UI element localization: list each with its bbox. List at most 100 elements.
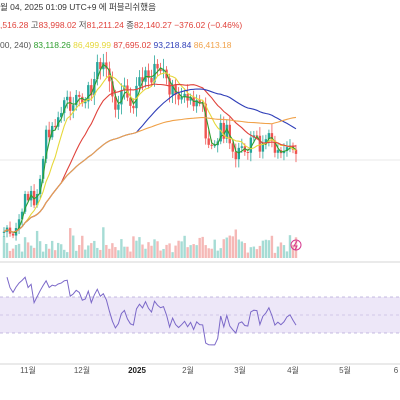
candle-body <box>222 122 225 139</box>
volume-bar <box>129 251 132 258</box>
volume-bar <box>56 242 60 258</box>
ma-line-3 <box>3 83 297 233</box>
volume-bar <box>255 249 259 258</box>
candle-body <box>105 62 108 69</box>
volume-bar <box>279 242 283 258</box>
candle-body <box>273 140 277 153</box>
volume-bar <box>123 246 126 258</box>
volume-bar <box>246 252 250 258</box>
candle-body <box>228 124 231 144</box>
volume-bar <box>228 235 231 258</box>
volume-bar <box>216 250 219 258</box>
candle-body <box>53 125 57 127</box>
volume-bar <box>201 236 204 258</box>
candle-body <box>87 85 90 102</box>
volume-bar <box>144 248 147 258</box>
candle-body <box>78 94 81 97</box>
volume-bar <box>63 249 66 258</box>
candle-body <box>174 84 177 95</box>
volume-bar <box>267 240 271 258</box>
candle-body <box>26 193 30 201</box>
header-ohlc-line: ,516.28 고83,998.02 저81,211.24 종82,140.27… <box>0 20 242 31</box>
volume-bar <box>93 240 96 258</box>
candle-body <box>141 77 144 82</box>
volume-bar <box>168 243 171 258</box>
volume-bar <box>180 241 183 258</box>
candle-body <box>195 100 198 107</box>
candle-body <box>129 97 132 106</box>
volume-bar <box>108 248 111 258</box>
candle-body <box>156 63 159 69</box>
candle-body <box>17 219 21 228</box>
volume-bar <box>282 245 286 258</box>
volume-bar <box>243 243 247 258</box>
candle-body <box>234 151 237 160</box>
lightning-icon-bolt <box>293 240 298 251</box>
volume-bar <box>186 247 189 258</box>
candle-body <box>267 133 271 140</box>
candle-body <box>44 129 48 159</box>
volume-bar <box>207 248 210 258</box>
volume-bar <box>59 244 63 258</box>
candle-body <box>2 231 6 233</box>
volume-bar <box>72 235 75 258</box>
candle-body <box>117 104 120 110</box>
volume-bar <box>11 248 15 258</box>
volume-bar <box>102 227 105 258</box>
candle-body <box>225 124 228 139</box>
volume-bar <box>192 244 195 258</box>
candle-body <box>282 150 286 154</box>
volume-bar <box>87 245 90 258</box>
rsi-panel <box>0 276 400 346</box>
volume-bar <box>273 252 277 258</box>
volume-bar <box>177 240 180 258</box>
candlesticks <box>2 51 298 241</box>
volume-bar <box>75 250 78 258</box>
volume-bar <box>114 247 117 258</box>
volume-bar <box>117 250 120 258</box>
volume-bar <box>195 245 198 258</box>
header-ma-line: 00, 240) 83,118.26 86,499.99 87,695.02 9… <box>0 40 232 51</box>
candle-body <box>270 133 274 141</box>
candle-body <box>240 146 244 148</box>
volume-bar <box>126 246 129 258</box>
x-tick-label: 2025 <box>128 366 146 375</box>
volume-bar <box>23 237 27 258</box>
volume-bar <box>291 244 295 258</box>
x-tick-label: 12월 <box>74 365 90 375</box>
lightning-icon-ring <box>290 239 302 251</box>
open-value: ,516.28 <box>0 20 29 30</box>
volume-bar <box>78 245 81 258</box>
volume-bar <box>141 244 144 258</box>
candle-body <box>219 122 222 142</box>
volume-bar <box>132 236 135 258</box>
volume-bar <box>50 240 54 258</box>
candle-body <box>69 96 72 111</box>
volume-bar <box>219 248 222 258</box>
volume-bar <box>84 249 87 258</box>
candle-body <box>177 94 180 100</box>
volume-bar <box>150 245 153 258</box>
candle-body <box>132 105 135 109</box>
candle-body <box>264 139 268 143</box>
volume-bar <box>210 248 213 258</box>
volume-bar <box>2 236 6 258</box>
candle-body <box>204 103 207 139</box>
x-tick-label: 5월 <box>339 365 351 375</box>
candle-body <box>114 96 117 110</box>
candle-body <box>111 81 114 97</box>
volume-bar <box>171 252 174 258</box>
candle-body <box>285 147 289 151</box>
candle-body <box>294 149 298 154</box>
volume-bar <box>183 235 186 258</box>
ma-line-5 <box>3 116 297 233</box>
rsi-line <box>6 276 297 346</box>
ma-value-4: 93,218.84 <box>153 40 194 50</box>
volume-bar <box>90 243 93 258</box>
candle-body <box>20 211 24 220</box>
candle-body <box>56 117 60 127</box>
x-tick-label: 3월 <box>234 365 246 375</box>
volume-bar <box>261 240 265 258</box>
volume-bar <box>198 237 201 258</box>
